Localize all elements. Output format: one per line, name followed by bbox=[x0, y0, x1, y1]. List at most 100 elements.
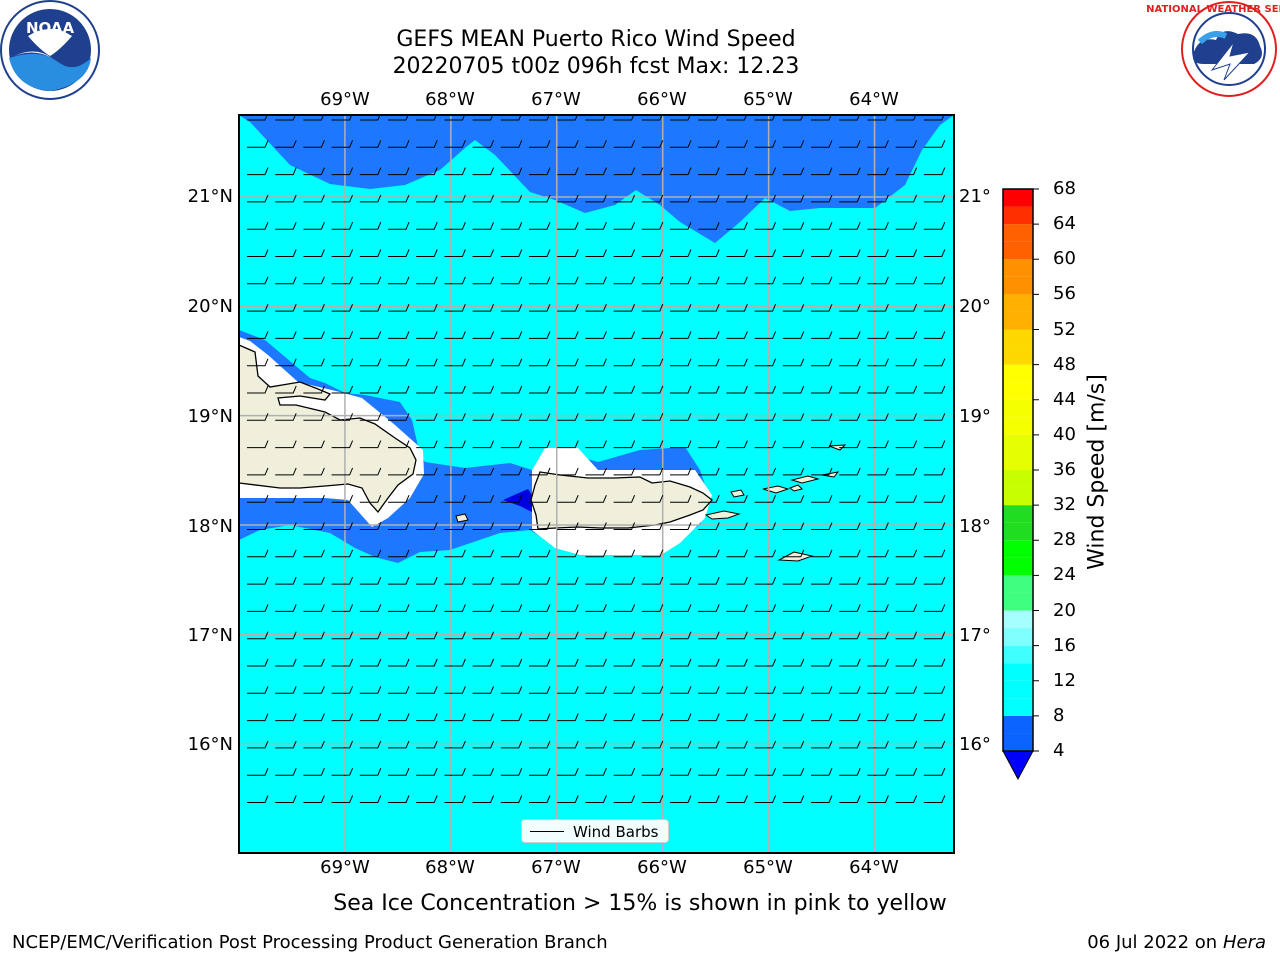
wind-barb bbox=[698, 686, 720, 694]
wind-barb bbox=[754, 631, 777, 640]
wind-barb bbox=[500, 331, 523, 339]
colorbar-tick-label: 20 bbox=[1053, 599, 1076, 621]
land-hispaniola bbox=[239, 344, 417, 514]
wind-barb bbox=[923, 385, 946, 394]
wind-barb bbox=[811, 167, 833, 176]
wind-barb bbox=[444, 249, 466, 257]
wind-barb bbox=[923, 740, 946, 749]
wind-barb bbox=[895, 385, 918, 394]
wind-barb bbox=[867, 303, 889, 312]
wind-barb bbox=[472, 631, 495, 640]
wind-barb bbox=[388, 303, 410, 312]
wind-barb bbox=[500, 495, 523, 503]
wind-barb bbox=[500, 658, 523, 667]
wind-barb bbox=[726, 549, 748, 558]
wind-barb bbox=[867, 795, 889, 803]
lat-label-right: 20°N bbox=[959, 296, 1005, 317]
wind-barb bbox=[839, 222, 861, 230]
wind-barb bbox=[895, 413, 918, 421]
wind-barb bbox=[557, 194, 579, 203]
wind-barb bbox=[247, 194, 269, 203]
colorbar-tick-label: 56 bbox=[1053, 283, 1076, 305]
wind-barb bbox=[670, 658, 692, 667]
wind-barb bbox=[359, 413, 382, 421]
wind-barb bbox=[247, 604, 269, 612]
colorbar-title: Wind Speed [m/s] bbox=[1084, 374, 1110, 570]
wind-barb bbox=[472, 467, 495, 476]
wind-barb bbox=[416, 686, 438, 694]
wind-barb bbox=[839, 140, 861, 148]
wind-barb bbox=[895, 631, 918, 640]
wind-barb bbox=[726, 768, 748, 776]
wind-barb bbox=[444, 631, 466, 640]
wind-barb bbox=[359, 440, 382, 449]
wind-barb bbox=[585, 440, 607, 449]
wind-barb bbox=[670, 549, 692, 558]
wind-barb bbox=[303, 631, 325, 640]
wind-barb bbox=[895, 713, 918, 722]
wind-barb bbox=[867, 713, 889, 722]
wind-barb bbox=[726, 522, 748, 530]
wind-barb bbox=[641, 522, 664, 530]
wind-barb bbox=[613, 249, 636, 257]
wind-barb bbox=[867, 167, 889, 176]
wind-barb bbox=[444, 331, 466, 339]
wind-barb bbox=[557, 140, 579, 148]
wind-barb bbox=[670, 331, 692, 339]
wind-barb bbox=[839, 413, 861, 421]
wind-barb bbox=[754, 686, 777, 694]
lon-label-top: 69°W bbox=[320, 89, 370, 110]
wind-barb bbox=[388, 276, 410, 285]
wind-barb bbox=[500, 549, 523, 558]
wind-barb bbox=[782, 467, 805, 476]
wind-barb bbox=[500, 631, 523, 640]
wind-barb bbox=[923, 795, 946, 803]
wind-barb bbox=[557, 222, 579, 230]
wind-barb bbox=[331, 576, 354, 585]
wind-barb bbox=[839, 686, 861, 694]
wind-barb bbox=[839, 385, 861, 394]
wind-barb bbox=[726, 385, 748, 394]
wind-barb bbox=[388, 385, 410, 394]
wind-barb bbox=[726, 713, 748, 722]
lon-label-bottom: 65°W bbox=[743, 857, 793, 878]
wind-barb bbox=[331, 194, 354, 203]
wind-barb bbox=[529, 686, 551, 694]
wind-barb bbox=[782, 658, 805, 667]
wind-barb bbox=[670, 576, 692, 585]
wind-barb bbox=[839, 576, 861, 585]
wind-barb bbox=[500, 385, 523, 394]
wind-barb bbox=[613, 549, 636, 558]
wind-barb bbox=[641, 440, 664, 449]
wind-barb bbox=[416, 276, 438, 285]
lat-label-right: 19°N bbox=[959, 406, 1005, 427]
wind-barb bbox=[641, 249, 664, 257]
wind-barb bbox=[698, 495, 720, 503]
wind-barb bbox=[811, 358, 833, 367]
wind-barb bbox=[359, 276, 382, 285]
wind-barb bbox=[388, 549, 410, 558]
wind-barb bbox=[698, 631, 720, 640]
wind-barb bbox=[247, 522, 269, 530]
wind-barb bbox=[782, 303, 805, 312]
wind-barb bbox=[782, 222, 805, 230]
wind-barb bbox=[641, 495, 664, 503]
wind-barb bbox=[247, 576, 269, 585]
wind-barb bbox=[726, 249, 748, 257]
wind-barb bbox=[641, 385, 664, 394]
wind-barb bbox=[670, 631, 692, 640]
wind-barb bbox=[923, 440, 946, 449]
footer-left: NCEP/EMC/Verification Post Processing Pr… bbox=[12, 932, 608, 953]
wind-barb bbox=[247, 713, 269, 722]
wind-barb bbox=[331, 522, 354, 530]
wind-barb bbox=[726, 795, 748, 803]
wind-barb bbox=[726, 576, 748, 585]
wind-barb bbox=[388, 658, 410, 667]
wind-barb bbox=[529, 303, 551, 312]
wind-barb bbox=[247, 795, 269, 803]
wind-barb bbox=[303, 358, 325, 367]
wind-barb bbox=[529, 658, 551, 667]
wind-barb bbox=[811, 686, 833, 694]
wind-barb bbox=[416, 440, 438, 449]
wind-barb bbox=[557, 549, 579, 558]
